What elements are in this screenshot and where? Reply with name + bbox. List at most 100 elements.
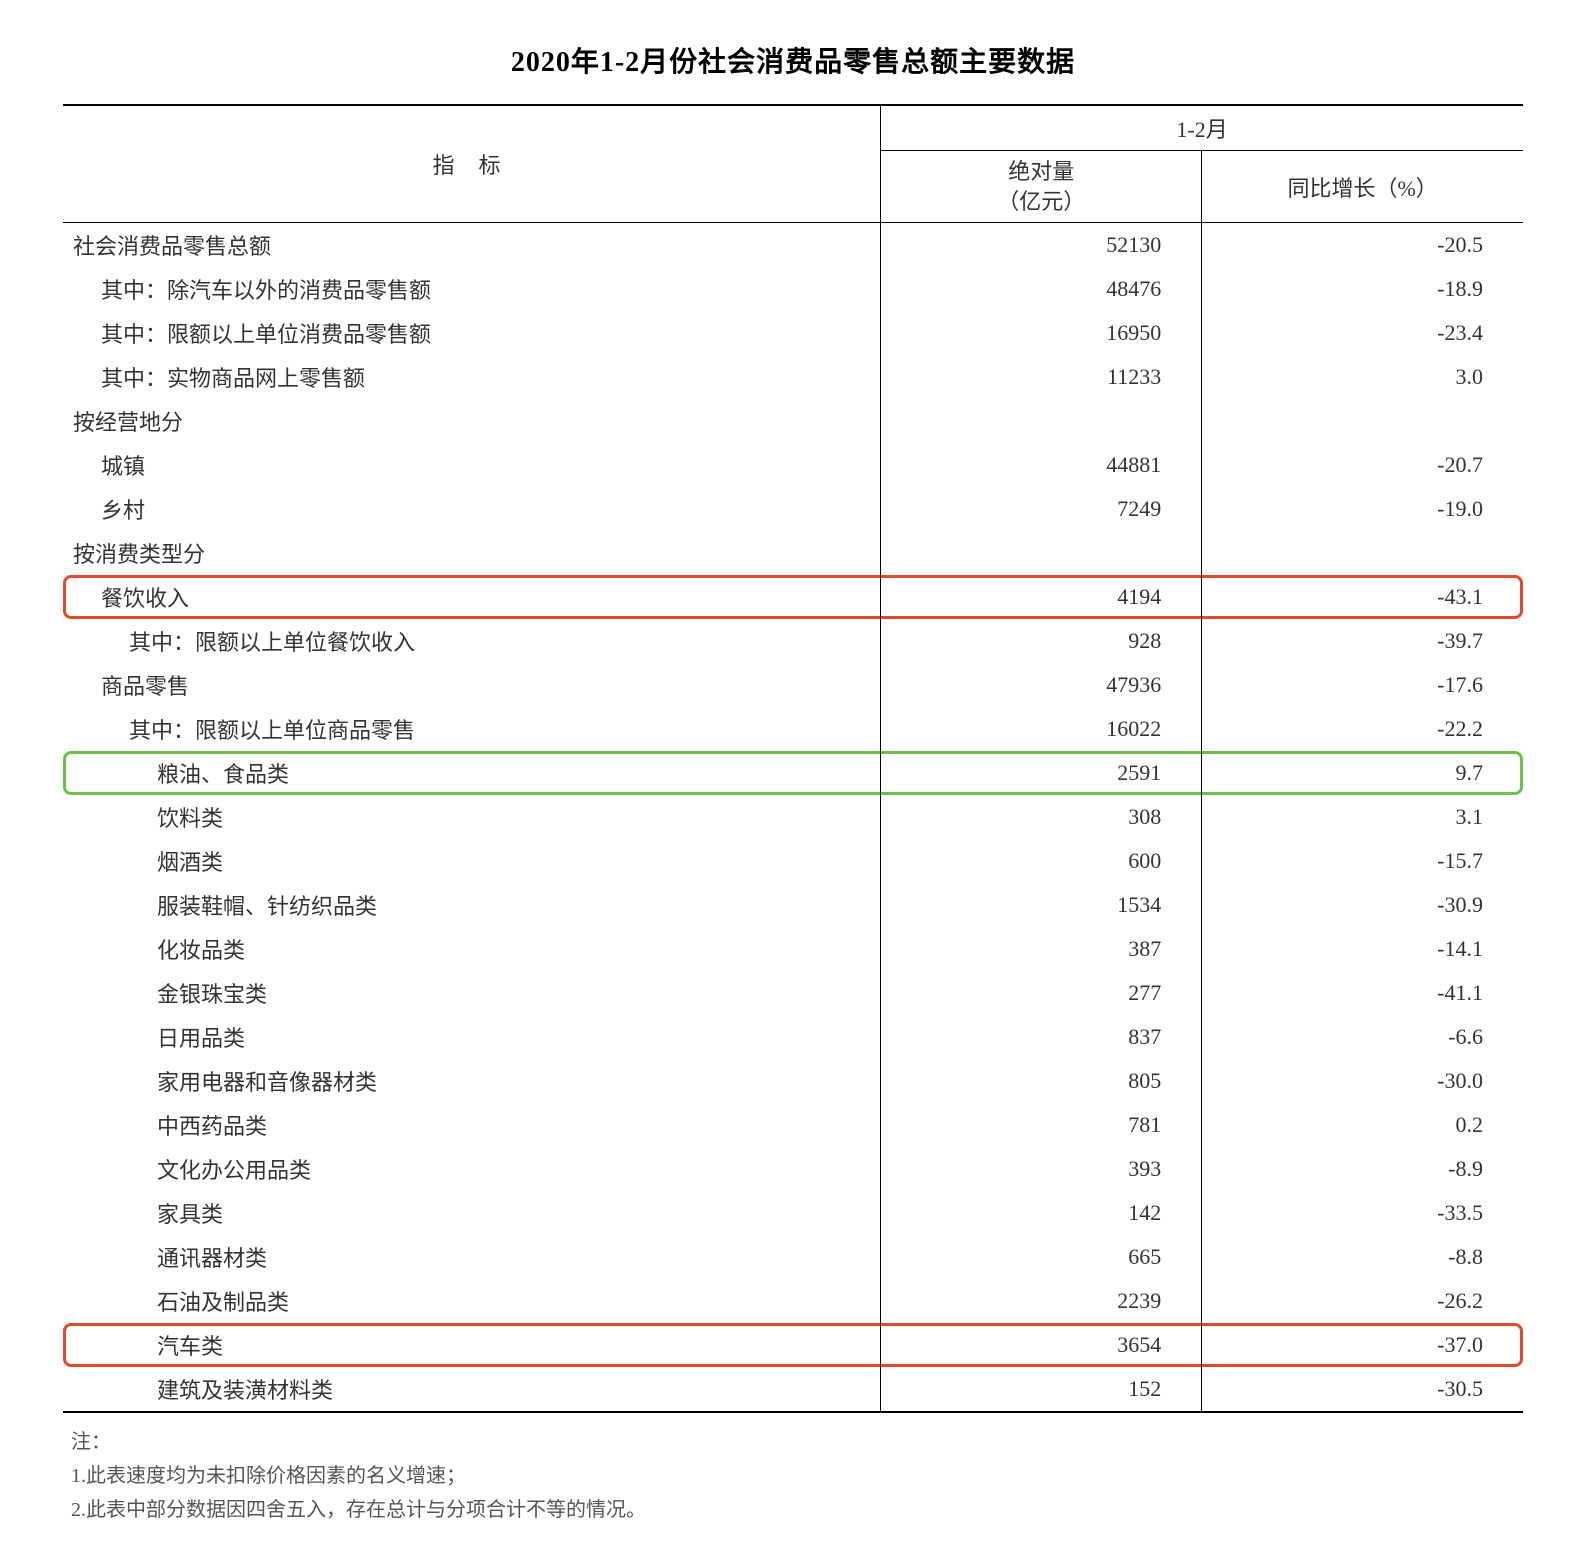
row-absolute-value: 152 [881,1367,1202,1412]
row-absolute-value: 2239 [881,1279,1202,1323]
row-absolute-value: 928 [881,619,1202,663]
row-label: 饮料类 [63,795,881,839]
col-header-indicator: 指标 [63,105,881,223]
table-row: 其中：实物商品网上零售额112333.0 [63,355,1523,399]
row-yoy-value: -15.7 [1202,839,1523,883]
row-label: 城镇 [63,443,881,487]
footnote-lead: 注： [63,1425,1523,1459]
row-label: 烟酒类 [63,839,881,883]
row-yoy-value: -33.5 [1202,1191,1523,1235]
row-absolute-value [881,531,1202,575]
row-label: 家具类 [63,1191,881,1235]
row-absolute-value: 48476 [881,267,1202,311]
row-label: 其中：限额以上单位商品零售 [63,707,881,751]
table-row: 按经营地分 [63,399,1523,443]
row-yoy-value: -23.4 [1202,311,1523,355]
row-label: 汽车类 [63,1323,881,1367]
col-header-period: 1-2月 [881,105,1523,151]
table-row: 其中：限额以上单位餐饮收入928-39.7 [63,619,1523,663]
abs-label-line2: （亿元） [997,189,1085,214]
row-yoy-value: -43.1 [1202,575,1523,619]
row-absolute-value: 4194 [881,575,1202,619]
row-yoy-value: -20.5 [1202,223,1523,268]
row-absolute-value: 665 [881,1235,1202,1279]
footnotes: 注： 1.此表速度均为未扣除价格因素的名义增速；2.此表中部分数据因四舍五入，存… [63,1425,1523,1527]
row-yoy-value: 3.1 [1202,795,1523,839]
row-label: 社会消费品零售总额 [63,223,881,268]
table-row: 建筑及装潢材料类152-30.5 [63,1367,1523,1412]
row-absolute-value: 11233 [881,355,1202,399]
row-absolute-value: 387 [881,927,1202,971]
table-row: 商品零售47936-17.6 [63,663,1523,707]
row-label: 化妆品类 [63,927,881,971]
row-absolute-value: 600 [881,839,1202,883]
row-yoy-value: -20.7 [1202,443,1523,487]
table-row: 饮料类3083.1 [63,795,1523,839]
row-yoy-value: -30.9 [1202,883,1523,927]
row-yoy-value: -8.9 [1202,1147,1523,1191]
row-yoy-value: -37.0 [1202,1323,1523,1367]
abs-label-line1: 绝对量 [1008,159,1074,184]
table-row: 粮油、食品类25919.7 [63,751,1523,795]
row-yoy-value: 0.2 [1202,1103,1523,1147]
table-row: 社会消费品零售总额52130-20.5 [63,223,1523,268]
row-label: 餐饮收入 [63,575,881,619]
row-label: 其中：限额以上单位餐饮收入 [63,619,881,663]
table-row: 文化办公用品类393-8.9 [63,1147,1523,1191]
row-absolute-value: 837 [881,1015,1202,1059]
row-label: 其中：限额以上单位消费品零售额 [63,311,881,355]
row-absolute-value: 393 [881,1147,1202,1191]
row-label: 服装鞋帽、针纺织品类 [63,883,881,927]
row-label: 石油及制品类 [63,1279,881,1323]
row-label: 粮油、食品类 [63,751,881,795]
table-row: 汽车类3654-37.0 [63,1323,1523,1367]
row-label: 乡村 [63,487,881,531]
footnote-line: 1.此表速度均为未扣除价格因素的名义增速； [63,1459,1523,1493]
row-absolute-value: 805 [881,1059,1202,1103]
row-label: 通讯器材类 [63,1235,881,1279]
table-row: 金银珠宝类277-41.1 [63,971,1523,1015]
table-row: 其中：限额以上单位消费品零售额16950-23.4 [63,311,1523,355]
row-yoy-value: -22.2 [1202,707,1523,751]
table-row: 按消费类型分 [63,531,1523,575]
row-yoy-value: -30.0 [1202,1059,1523,1103]
row-yoy-value: -26.2 [1202,1279,1523,1323]
table-row: 乡村7249-19.0 [63,487,1523,531]
row-label: 金银珠宝类 [63,971,881,1015]
table-row: 城镇44881-20.7 [63,443,1523,487]
table-row: 烟酒类600-15.7 [63,839,1523,883]
table-row: 其中：限额以上单位商品零售16022-22.2 [63,707,1523,751]
row-yoy-value [1202,531,1523,575]
row-yoy-value: -19.0 [1202,487,1523,531]
row-label: 建筑及装潢材料类 [63,1367,881,1412]
row-absolute-value: 47936 [881,663,1202,707]
row-absolute-value: 16950 [881,311,1202,355]
row-absolute-value: 308 [881,795,1202,839]
row-label: 文化办公用品类 [63,1147,881,1191]
table-row: 化妆品类387-14.1 [63,927,1523,971]
page-title: 2020年1-2月份社会消费品零售总额主要数据 [63,40,1523,80]
row-label: 家用电器和音像器材类 [63,1059,881,1103]
row-yoy-value: -18.9 [1202,267,1523,311]
document-root: 2020年1-2月份社会消费品零售总额主要数据 指标 1-2月 绝对量 （亿元）… [63,40,1523,1527]
table-row: 日用品类837-6.6 [63,1015,1523,1059]
row-absolute-value [881,399,1202,443]
retail-data-table: 指标 1-2月 绝对量 （亿元） 同比增长（%） 社会消费品零售总额52130-… [63,104,1523,1413]
table-row: 餐饮收入4194-43.1 [63,575,1523,619]
row-yoy-value: -41.1 [1202,971,1523,1015]
row-label: 按经营地分 [63,399,881,443]
table-row: 中西药品类7810.2 [63,1103,1523,1147]
row-absolute-value: 16022 [881,707,1202,751]
row-absolute-value: 142 [881,1191,1202,1235]
table-row: 家具类142-33.5 [63,1191,1523,1235]
row-label: 按消费类型分 [63,531,881,575]
row-yoy-value: 9.7 [1202,751,1523,795]
footnote-line: 2.此表中部分数据因四舍五入，存在总计与分项合计不等的情况。 [63,1493,1523,1527]
row-yoy-value: -8.8 [1202,1235,1523,1279]
table-row: 服装鞋帽、针纺织品类1534-30.9 [63,883,1523,927]
row-label: 商品零售 [63,663,881,707]
table-row: 家用电器和音像器材类805-30.0 [63,1059,1523,1103]
table-row: 石油及制品类2239-26.2 [63,1279,1523,1323]
row-absolute-value: 781 [881,1103,1202,1147]
row-yoy-value: -39.7 [1202,619,1523,663]
